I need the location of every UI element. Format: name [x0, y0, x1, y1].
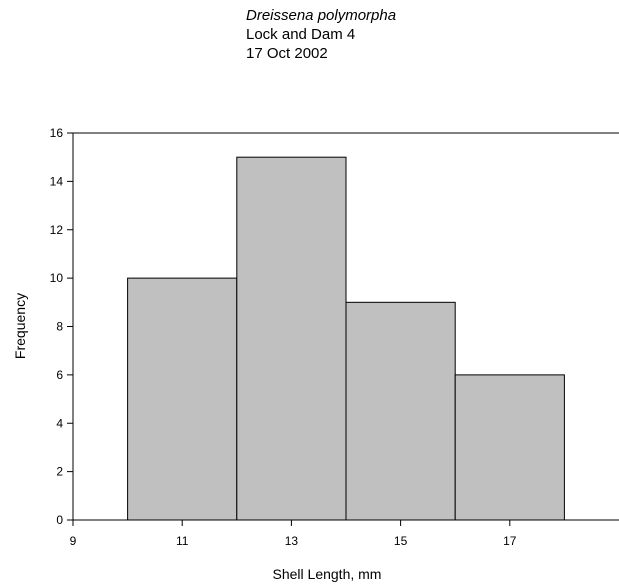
y-tick-label-0: 0	[56, 513, 63, 527]
bar-15	[345, 301, 456, 521]
y-tick-label-14: 14	[50, 174, 64, 188]
y-tick-label-16: 16	[50, 126, 64, 140]
chart-title: Dreissena polymorpha Lock and Dam 4 17 O…	[246, 6, 396, 63]
y-axis-label: Frequency	[12, 293, 28, 359]
title-date: 17 Oct 2002	[246, 45, 328, 62]
x-tick-label-9: 9	[70, 534, 77, 548]
y-tick-label-12: 12	[50, 223, 64, 237]
bars-group	[127, 156, 565, 521]
title-site: Lock and Dam 4	[246, 26, 356, 43]
bar-11	[127, 277, 238, 521]
x-axis-label: Shell Length, mm	[273, 566, 382, 582]
x-tick-label-15: 15	[394, 534, 408, 548]
ticks-group: 0 2 4 6 8 10 12 14 16 9 11 13 15 17	[50, 126, 517, 548]
title-species: Dreissena polymorpha	[246, 7, 397, 24]
x-tick-label-17: 17	[503, 534, 517, 548]
x-tick-label-11: 11	[176, 534, 189, 548]
bar-17	[454, 374, 565, 521]
y-tick-label-2: 2	[56, 465, 63, 479]
y-tick-label-8: 8	[56, 320, 63, 334]
x-tick-label-13: 13	[285, 534, 299, 548]
y-tick-label-4: 4	[56, 416, 63, 430]
bar-13	[236, 156, 347, 521]
y-tick-label-10: 10	[50, 271, 64, 285]
y-tick-label-6: 6	[56, 368, 63, 382]
